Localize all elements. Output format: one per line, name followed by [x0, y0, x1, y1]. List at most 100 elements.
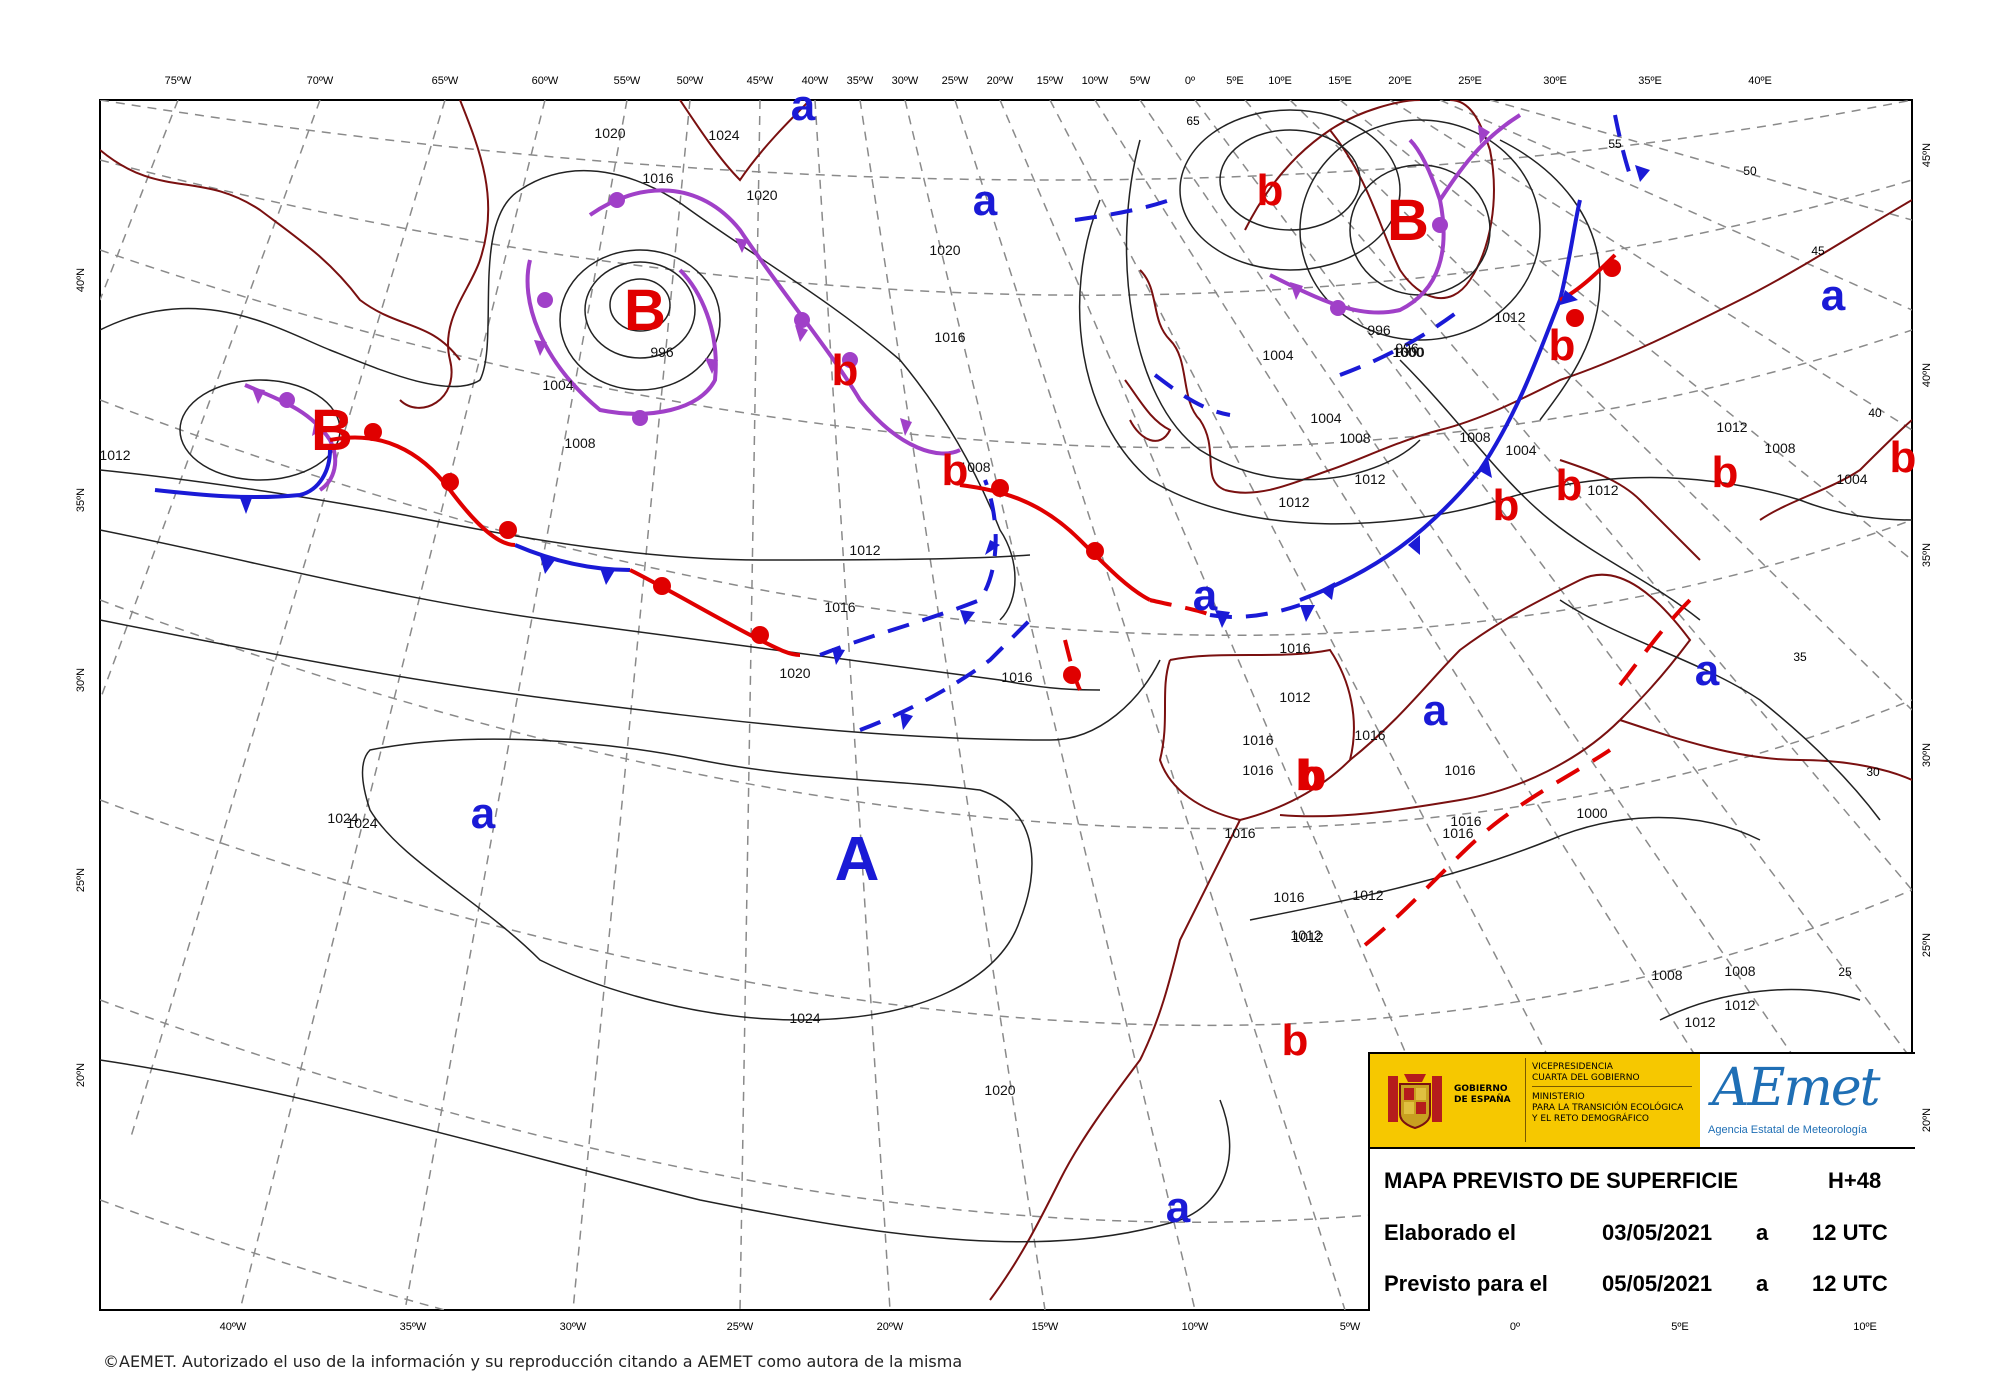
coast-baltic	[1449, 100, 1495, 281]
inner-latitude-labels: 65 55 50 45 40 35 30 25	[1186, 114, 1882, 979]
latitude-grid-label: 30	[1866, 765, 1880, 779]
top-longitude-labels: 75ºW 70ºW 65ºW 60ºW 55ºW 50ºW 45ºW 40ºW 35ºW 30ºW…	[165, 75, 1772, 87]
issued-label: Elaborado el	[1384, 1220, 1517, 1245]
longitude-tick-label: 5ºE	[1671, 1321, 1688, 1333]
longitude-tick-label: 15ºE	[1328, 75, 1352, 87]
coast-iberia	[1158, 648, 1355, 822]
pressure-center-label: a	[1193, 571, 1218, 620]
ministry-line-3: Y EL RETO DEMOGRÁFICO	[1532, 1114, 1649, 1124]
isobar-value-label: 1020	[779, 665, 810, 681]
longitude-tick-label: 50ºW	[677, 75, 704, 87]
latitude-grid-label: 65	[1186, 114, 1200, 128]
latitude-tick-label: 25ºN	[1921, 933, 1933, 957]
isobar-value-label: 1020	[929, 242, 960, 258]
meridian-line	[129, 100, 446, 1141]
longitude-tick-label: 30ºW	[560, 1321, 587, 1333]
cold-front-barb	[600, 568, 615, 585]
cold-front-barb	[960, 610, 975, 625]
trough-line	[1074, 198, 1171, 222]
latitude-tick-label: 30ºN	[1921, 743, 1933, 767]
bottom-longitude-labels: 40ºW 35ºW 30ºW 25ºW 20ºW 15ºW 10ºW 5ºW 0º 5ºE 10ºE	[220, 1321, 1877, 1333]
pressure-center-label: b	[1549, 321, 1576, 370]
isobar-value-label: 1012	[1278, 494, 1309, 510]
occluded-front-bead	[279, 392, 295, 408]
cold-front-barb	[1215, 610, 1230, 628]
latitude-tick-label: 25ºN	[75, 868, 87, 892]
trough-line	[1613, 114, 1632, 176]
isobar	[1078, 199, 1912, 525]
coast-balkans	[1759, 419, 1912, 521]
aemet-logo-subtitle: Agencia Estatal de Meteorología	[1708, 1124, 1867, 1136]
isobar-value-label: 1016	[1242, 762, 1273, 778]
isobar-value-label: 996	[650, 344, 674, 360]
isobar-value-label: 1008	[1459, 429, 1490, 445]
occluded-front-bead	[842, 352, 858, 368]
occluded-front-barb	[900, 418, 912, 436]
meridian-line	[404, 100, 628, 1310]
meridian-line	[1194, 100, 1912, 1061]
isobar-low-ring	[559, 249, 721, 391]
coat-of-arms-icon	[1388, 1074, 1442, 1130]
meridian-line	[100, 100, 321, 701]
longitude-tick-label: 20ºE	[1388, 75, 1412, 87]
trough-line	[1339, 308, 1462, 377]
isobar-low-ring	[1179, 109, 1401, 271]
latitude-tick-label: 20ºN	[1921, 1108, 1933, 1132]
occluded-front	[244, 383, 338, 492]
cold-front-barb	[900, 712, 913, 730]
coast-italy-france	[1349, 573, 1692, 761]
pressure-center-label: b	[1890, 433, 1917, 482]
coast-north-africa-east	[1619, 719, 1912, 781]
warm-front-bead	[1603, 259, 1621, 277]
isobar-value-label: 1008	[1651, 967, 1682, 983]
lead-time: H+48	[1828, 1168, 1882, 1193]
warm-front-bead	[1086, 542, 1104, 560]
issued-time: 12 UTC	[1812, 1220, 1888, 1245]
cold-front-barb	[1408, 535, 1420, 555]
latitude-grid-label: 50	[1743, 164, 1757, 178]
meridian-line	[1244, 100, 1912, 891]
longitude-tick-label: 20ºW	[987, 75, 1014, 87]
occluded-front-barb	[735, 238, 748, 253]
isobar-value-label: 1016	[1442, 825, 1473, 841]
pressure-center-label: a	[1423, 686, 1448, 735]
longitude-tick-label: 75ºW	[165, 75, 192, 87]
isobar-value-label: 1012	[1279, 689, 1310, 705]
pressure-center-label: B	[1387, 188, 1429, 253]
occluded-front-barb	[1290, 282, 1303, 300]
ministry-line-2: PARA LA TRANSICIÓN ECOLÓGICA	[1532, 1103, 1684, 1113]
pressure-center-label: a	[791, 81, 816, 130]
isobar-value-label: 1008	[1339, 430, 1370, 446]
isobar-value-label: 1004	[542, 377, 573, 393]
occluded-front-bead	[1432, 217, 1448, 233]
longitude-tick-label: 40ºW	[220, 1321, 247, 1333]
isobar-value-label: 1020	[746, 187, 777, 203]
latitude-grid-label: 35	[1793, 650, 1807, 664]
occluded-front-barb	[705, 358, 718, 374]
ministry-line-1: MINISTERIO	[1532, 1092, 1585, 1102]
issued-date: 03/05/2021	[1602, 1220, 1713, 1245]
coast-sweden	[1329, 129, 1471, 299]
isobar-value-label: 1000	[1393, 344, 1424, 360]
meridian-line	[1439, 100, 1912, 311]
trough-line	[1153, 373, 1231, 417]
cold-front-barb	[1320, 582, 1335, 600]
occluded-front	[588, 188, 961, 456]
pressure-center-label: b	[1296, 751, 1323, 800]
occluded-front-bead	[537, 292, 553, 308]
latitude-grid-label: 40	[1868, 406, 1882, 420]
longitude-tick-label: 55ºW	[614, 75, 641, 87]
cold-front-barb	[985, 540, 1000, 555]
trough-line	[1618, 598, 1692, 687]
isobar-value-label: 1008	[1764, 440, 1795, 456]
legend-box: GOBIERNO DE ESPAÑA VICEPRESIDENCIA CUART…	[1368, 1052, 1915, 1311]
longitude-tick-label: 25ºW	[942, 75, 969, 87]
isobar-value-label: 1016	[1242, 732, 1273, 748]
longitude-tick-label: 70ºW	[307, 75, 334, 87]
coast-maghreb	[1279, 719, 1621, 818]
pressure-center-label: B	[311, 398, 353, 463]
fronts	[154, 113, 1692, 947]
meridian-line	[1339, 100, 1912, 561]
parallel-line	[100, 100, 1912, 181]
gov-line-2: DE ESPAÑA	[1454, 1095, 1511, 1105]
